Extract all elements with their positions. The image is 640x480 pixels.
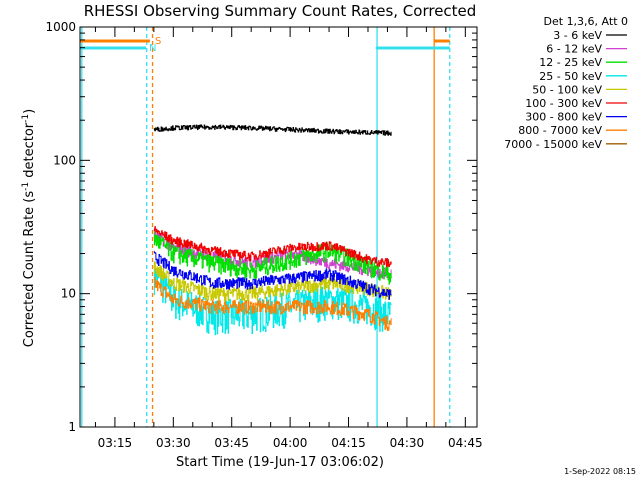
legend-label: 7000 - 15000 keV: [504, 138, 602, 151]
series-300-800-kev-line: [153, 251, 392, 300]
footer-timestamp: 1-Sep-2022 08:15: [564, 467, 636, 476]
legend-label: 6 - 12 keV: [546, 43, 602, 56]
y-tick-label-100: 100: [53, 153, 76, 167]
series-3-6-kev-line: [153, 124, 392, 136]
y-tick-label-1: 1: [68, 420, 76, 434]
series-100-300-kev-line: [153, 226, 392, 268]
night-flag-label: N: [149, 43, 156, 54]
legend-label: 3 - 6 keV: [553, 29, 602, 42]
y-axis-label: Corrected Count Rate (s-1 detector-1): [21, 109, 37, 347]
y-axis-ticks: 1 10 100 1000: [45, 20, 477, 434]
saa-flag-label: S: [155, 36, 161, 47]
x-tick-label-0415: 04:15: [331, 436, 366, 450]
x-tick-label-0345: 03:45: [214, 436, 249, 450]
legend-label: 800 - 7000 keV: [518, 124, 602, 137]
legend-label: 100 - 300 keV: [525, 97, 602, 110]
y-tick-label-1000: 1000: [45, 20, 76, 34]
legend-header: Det 1,3,6, Att 0: [544, 15, 628, 28]
series-12-25-kev-line: [153, 231, 392, 285]
legend-label: 50 - 100 keV: [532, 83, 602, 96]
y-tick-label-10: 10: [61, 287, 76, 301]
plot-area: SN: [79, 26, 478, 428]
legend-label: 300 - 800 keV: [525, 111, 602, 124]
x-axis-label: Start Time (19-Jun-17 03:06:02): [176, 455, 384, 470]
chart-title: RHESSI Observing Summary Count Rates, Co…: [84, 2, 477, 20]
x-axis-ticks: 03:15 03:30 03:45 04:00 04:15 04:30 04:45: [94, 27, 483, 450]
x-tick-label-0315: 03:15: [98, 436, 133, 450]
series-800-7000-kev-line: [153, 276, 392, 331]
x-tick-label-0330: 03:30: [156, 436, 191, 450]
x-tick-label-0430: 04:30: [390, 436, 425, 450]
x-tick-label-0445: 04:45: [448, 436, 483, 450]
legend-label: 12 - 25 keV: [539, 56, 602, 69]
plot-frame: [79, 26, 478, 428]
legend-label: 25 - 50 keV: [539, 70, 602, 83]
x-tick-label-0400: 04:00: [273, 436, 308, 450]
